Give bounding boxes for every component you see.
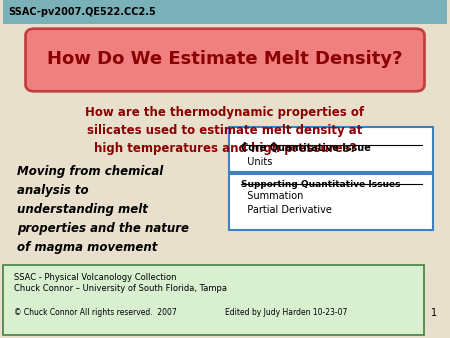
Text: Supporting Quantitative Issues: Supporting Quantitative Issues [240, 180, 400, 189]
Text: Moving from chemical
analysis to
understanding melt
properties and the nature
of: Moving from chemical analysis to underst… [17, 165, 189, 254]
FancyBboxPatch shape [26, 29, 424, 91]
Text: Chuck Connor – University of South Florida, Tampa: Chuck Connor – University of South Flori… [14, 284, 227, 293]
Text: SSAC - Physical Volcanology Collection: SSAC - Physical Volcanology Collection [14, 273, 177, 282]
FancyBboxPatch shape [230, 127, 433, 172]
Text: SSAC-pv2007.QE522.CC2.5: SSAC-pv2007.QE522.CC2.5 [8, 7, 156, 17]
FancyBboxPatch shape [230, 174, 433, 230]
Text: How are the thermodynamic properties of
silicates used to estimate melt density : How are the thermodynamic properties of … [86, 106, 365, 154]
Text: Units: Units [240, 157, 272, 167]
FancyBboxPatch shape [4, 0, 447, 24]
Text: How Do We Estimate Melt Density?: How Do We Estimate Melt Density? [47, 50, 403, 68]
Text: 1: 1 [431, 308, 437, 318]
Text: Summation
  Partial Derivative: Summation Partial Derivative [240, 191, 331, 215]
Text: © Chuck Connor All rights reserved.  2007: © Chuck Connor All rights reserved. 2007 [14, 308, 177, 317]
Text: Core Quantitative Issue: Core Quantitative Issue [240, 143, 370, 153]
Text: Edited by Judy Harden 10-23-07: Edited by Judy Harden 10-23-07 [225, 308, 347, 317]
FancyBboxPatch shape [4, 265, 424, 335]
